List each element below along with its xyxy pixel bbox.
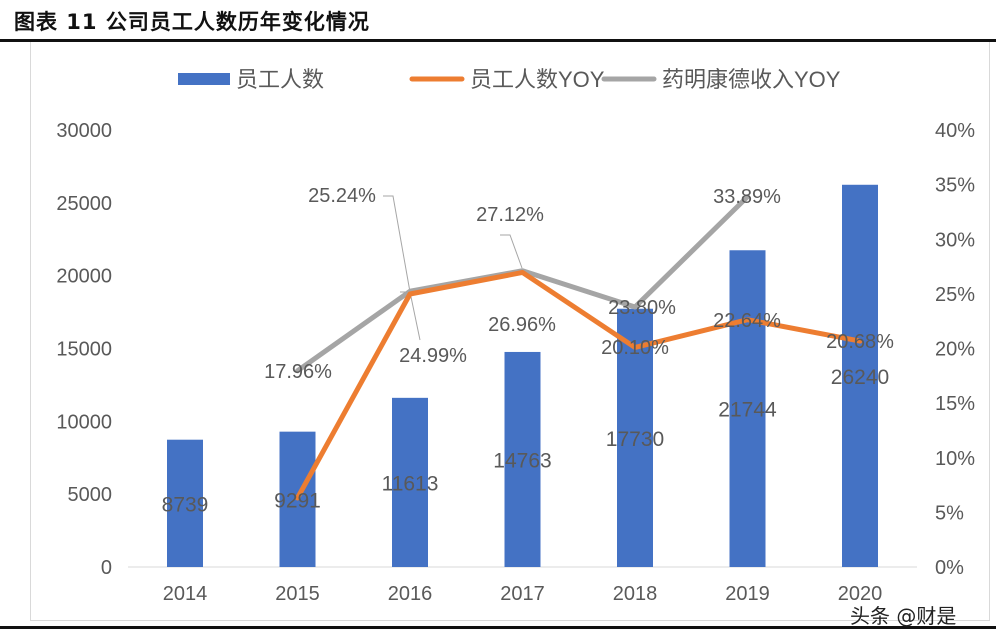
y-right-tick: 40%	[935, 120, 975, 142]
bar-data-label: 9291	[274, 489, 321, 512]
bar	[167, 439, 203, 567]
y-left-tick: 30000	[56, 120, 112, 142]
bar-data-label: 8739	[162, 493, 209, 516]
bar-data-label: 17730	[606, 428, 664, 451]
bar-data-label: 26240	[831, 366, 889, 389]
series-line	[295, 269, 863, 501]
y-left-tick: 0	[101, 557, 112, 579]
bar	[729, 250, 766, 568]
y-right-tick: 20%	[935, 339, 975, 361]
line-data-label: 17.96%	[264, 361, 332, 383]
y-left-tick: 5000	[68, 484, 113, 506]
line-data-label: 22.64%	[713, 310, 781, 332]
x-tick: 2014	[163, 583, 208, 605]
bar	[842, 184, 878, 567]
leader-line	[500, 234, 523, 269]
x-tick: 2015	[275, 583, 320, 605]
line-data-label: 20.68%	[826, 331, 894, 353]
bar	[617, 308, 653, 567]
x-tick: 2019	[725, 583, 770, 605]
leader-line	[383, 195, 411, 293]
bar-data-label: 14763	[493, 449, 551, 472]
bar-data-label: 21744	[718, 399, 777, 422]
line-data-label: 23.80%	[608, 297, 676, 319]
legend-label: 药明康德收入YOY	[662, 67, 841, 92]
x-tick: 2018	[613, 583, 658, 605]
y-left-tick: 25000	[56, 193, 112, 215]
line-data-label: 25.24%	[308, 185, 376, 207]
y-right-tick: 5%	[935, 502, 964, 524]
legend-label: 员工人数YOY	[470, 67, 605, 92]
bar	[504, 351, 541, 567]
y-left-tick: 10000	[56, 411, 112, 433]
chart-frame	[30, 42, 990, 621]
title-rule	[0, 39, 996, 42]
x-tick: 2017	[500, 583, 545, 605]
legend-label: 员工人数	[236, 67, 324, 92]
line-data-label: 33.89%	[713, 186, 781, 208]
watermark: 头条 @财是	[850, 604, 957, 628]
y-right-tick: 30%	[935, 229, 975, 251]
x-tick: 2020	[838, 583, 883, 605]
bar-data-label: 11613	[382, 472, 439, 495]
legend-swatch	[178, 73, 230, 85]
y-right-tick: 0%	[935, 557, 964, 579]
y-right-tick: 15%	[935, 393, 975, 415]
bar	[392, 397, 428, 567]
y-left-tick: 20000	[56, 266, 112, 288]
y-left-tick: 15000	[56, 339, 112, 361]
y-right-tick: 25%	[935, 284, 975, 306]
bottom-rule	[0, 626, 996, 629]
x-tick: 2016	[388, 583, 433, 605]
line-data-label: 20.10%	[601, 337, 669, 359]
line-data-label: 26.96%	[488, 314, 556, 336]
line-data-label: 27.12%	[476, 204, 544, 226]
line-data-label: 24.99%	[399, 345, 467, 367]
chart-title: 图表 11 公司员工人数历年变化情况	[14, 10, 370, 34]
y-right-tick: 10%	[935, 448, 975, 470]
y-right-tick: 35%	[935, 175, 975, 197]
